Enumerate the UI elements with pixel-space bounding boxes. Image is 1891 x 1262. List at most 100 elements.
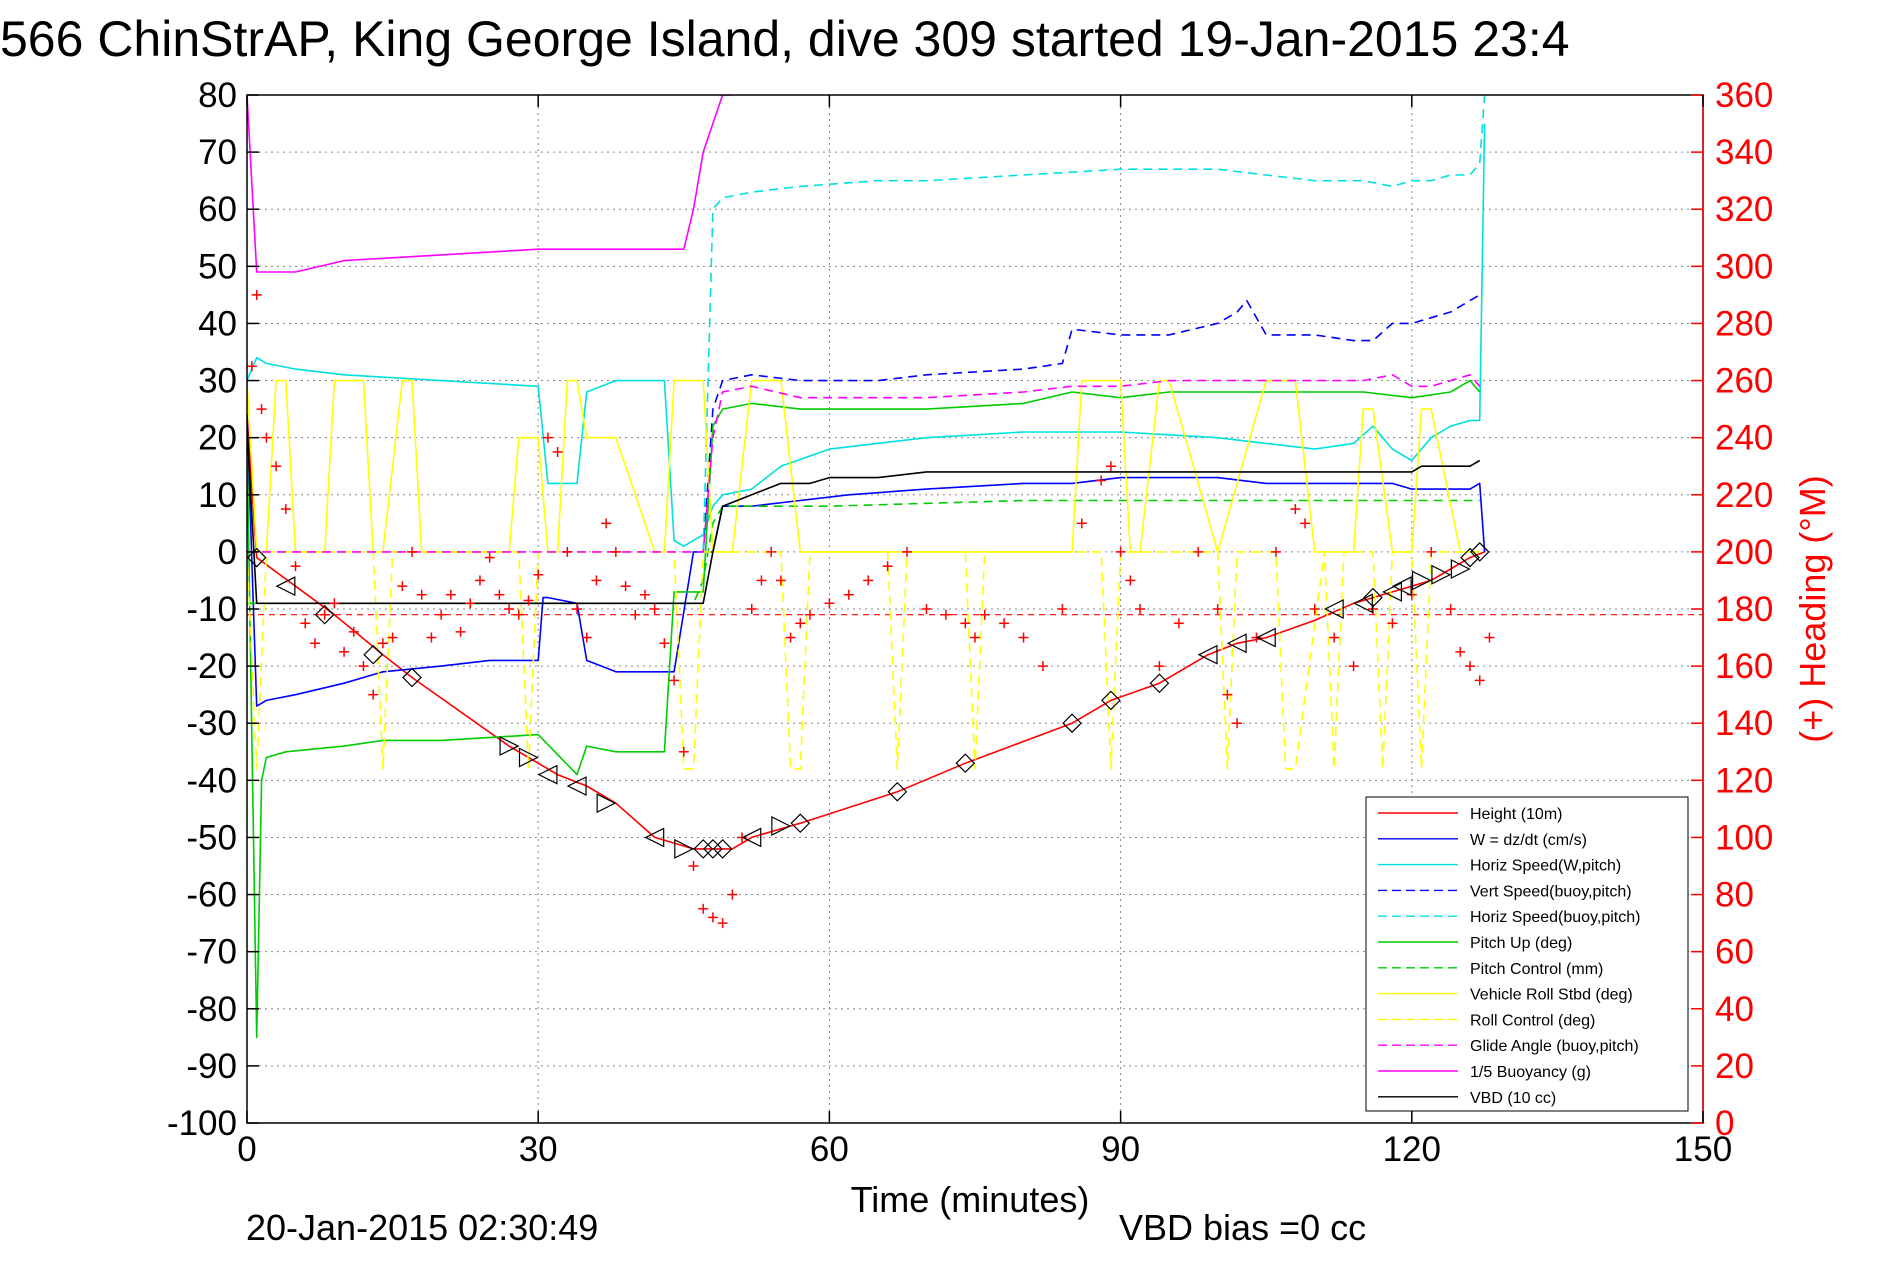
heading-point — [1018, 632, 1029, 643]
heading-point — [1329, 632, 1340, 643]
y2-tick-label: 320 — [1715, 190, 1773, 229]
height-marker — [314, 604, 335, 625]
series-layer — [247, 95, 1703, 1039]
heading-point — [863, 575, 874, 586]
y-tick-label: 0 — [218, 533, 237, 572]
height-marker — [1062, 713, 1082, 734]
y2-tick-label: 200 — [1715, 533, 1773, 572]
heading-point — [960, 618, 971, 629]
heading-point — [436, 609, 447, 620]
heading-point — [280, 504, 291, 515]
x-tick-label: 60 — [810, 1130, 849, 1169]
y2-tick-label: 240 — [1715, 419, 1773, 458]
heading-point — [271, 461, 282, 472]
y2-tick-label: 0 — [1715, 1104, 1734, 1143]
y-axis-left: 80 70 60 50 40 30 20 10 0 -10 -20 -30 -40 -50 -60 -70 -8… — [167, 76, 259, 1143]
heading-point — [1406, 589, 1417, 600]
heading-point — [902, 546, 913, 557]
heading-point — [455, 626, 466, 637]
heading-point — [290, 561, 301, 572]
heading-point — [921, 604, 932, 614]
heading-point — [669, 675, 680, 686]
heading-point — [1125, 575, 1136, 586]
heading-point — [319, 609, 330, 620]
legend-label-horiz-speed-w-pitch: Horiz Speed(W,pitch) — [1470, 858, 1621, 875]
height-marker — [693, 839, 714, 859]
heading-point — [1232, 718, 1243, 729]
heading-point — [717, 918, 728, 929]
heading-point — [1300, 518, 1311, 529]
height-marker — [741, 827, 762, 848]
heading-point — [251, 289, 262, 300]
heading-point — [309, 638, 320, 649]
heading-point — [649, 604, 660, 614]
height-marker — [703, 839, 723, 859]
y-tick-label: 40 — [198, 304, 237, 343]
heading-point — [727, 889, 738, 900]
height-marker — [1352, 593, 1373, 614]
heading-point — [979, 609, 990, 620]
heading-point — [970, 632, 980, 643]
heading-point — [1290, 504, 1301, 515]
y-tick-label: 60 — [198, 190, 237, 229]
heading-point — [465, 598, 476, 609]
heading-point — [513, 609, 524, 620]
legend-label-vbd-10-cc: VBD (10 cc) — [1470, 1090, 1556, 1107]
height-marker — [1101, 690, 1121, 711]
y-tick-label: 80 — [198, 76, 237, 115]
x-tick-label: 30 — [519, 1130, 558, 1169]
heading-point — [1096, 475, 1107, 486]
legend-label-vert-speed-buoy-pitch: Vert Speed(buoy,pitch) — [1470, 883, 1632, 900]
height-marker — [1411, 570, 1432, 591]
y2-tick-label: 160 — [1715, 647, 1773, 686]
heading-point — [678, 746, 689, 757]
series-line-height-10m — [247, 414, 1485, 850]
heading-point — [756, 575, 767, 586]
height-marker — [790, 813, 811, 834]
heading-point — [552, 446, 563, 457]
height-marker — [566, 776, 587, 797]
y-tick-label: 30 — [198, 362, 237, 401]
heading-point — [795, 618, 806, 629]
x-tick-label: 0 — [237, 1130, 256, 1169]
y-tick-label: 70 — [198, 133, 237, 172]
heading-point — [1173, 618, 1184, 629]
heading-point — [339, 646, 350, 657]
series-line-pitch-up-deg — [247, 379, 1481, 1039]
heading-point — [688, 861, 699, 871]
height-marker — [275, 576, 296, 597]
legend-label-vehicle-roll-stbd-deg: Vehicle Roll Stbd (deg) — [1470, 987, 1633, 1004]
heading-point — [1154, 661, 1165, 672]
height-marker — [1255, 627, 1276, 648]
series-line-roll-control-deg — [247, 551, 1480, 770]
y-tick-label: 50 — [198, 247, 237, 286]
heading-point — [746, 604, 757, 614]
heading-point — [1057, 604, 1068, 614]
series-line-horiz-speed-w-pitch — [247, 123, 1486, 548]
heading-point — [1426, 546, 1437, 557]
heading-point — [377, 638, 388, 649]
legend-box — [1365, 796, 1689, 1112]
heading-point — [1445, 604, 1456, 614]
chart-title: 566 ChinStrAP, King George Island, dive … — [0, 11, 1570, 67]
heading-point — [1222, 689, 1233, 700]
heading-point — [1455, 646, 1466, 657]
heading-point — [1105, 461, 1116, 472]
y2-tick-label: 360 — [1715, 76, 1773, 115]
height-marker — [1149, 673, 1170, 694]
heading-point — [698, 903, 709, 914]
heading-point — [804, 609, 815, 620]
height-marker — [518, 747, 539, 768]
height-marker — [1469, 542, 1490, 562]
y2-tick-label: 20 — [1715, 1047, 1754, 1086]
heading-point — [1270, 546, 1281, 557]
legend-label-roll-control-deg: Roll Control (deg) — [1470, 1012, 1595, 1029]
y2-tick-label: 280 — [1715, 304, 1773, 343]
heading-point — [766, 546, 777, 557]
heading-point — [591, 575, 602, 586]
height-marker — [955, 753, 976, 774]
y-tick-label: -50 — [186, 818, 237, 857]
y-tick-label: -60 — [186, 876, 237, 915]
heading-point — [348, 626, 359, 637]
